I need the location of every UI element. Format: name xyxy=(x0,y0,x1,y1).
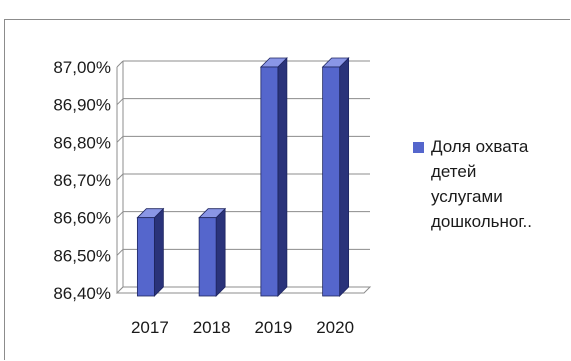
x-tick-label: 2019 xyxy=(254,318,292,337)
legend-label: Доля охвата детей услугами дошкольног.. xyxy=(431,137,532,231)
gridline-depth xyxy=(116,60,124,68)
y-tick-label: 86,80% xyxy=(53,133,111,152)
y-tick-label: 86,50% xyxy=(53,246,111,265)
y-tick-label: 86,40% xyxy=(53,284,111,303)
y-tick-label: 86,90% xyxy=(53,96,111,115)
bar xyxy=(260,66,279,297)
legend-swatch xyxy=(413,142,424,153)
bar-side xyxy=(277,57,288,297)
legend: Доля охвата детей услугами дошкольног.. xyxy=(413,134,571,234)
legend-entry: Доля охвата детей услугами дошкольног.. xyxy=(413,134,571,234)
bar-side xyxy=(339,57,350,297)
x-tick-label: 2017 xyxy=(131,318,169,337)
gridline-depth xyxy=(116,211,124,219)
bar-side xyxy=(153,207,164,297)
bar-side xyxy=(215,207,226,297)
y-tick-label: 86,70% xyxy=(53,171,111,190)
gridline-depth xyxy=(116,248,124,256)
gridline-depth xyxy=(116,173,124,181)
bar xyxy=(136,217,155,297)
x-tick-label: 2018 xyxy=(193,318,231,337)
y-tick-label: 87,00% xyxy=(53,58,111,77)
gridline-depth xyxy=(116,98,124,106)
bar xyxy=(322,66,341,297)
gridline-depth xyxy=(116,135,124,143)
y-tick-label: 86,60% xyxy=(53,209,111,228)
x-axis-floor xyxy=(115,286,372,294)
x-tick-label: 2020 xyxy=(316,318,354,337)
bar xyxy=(198,217,217,297)
